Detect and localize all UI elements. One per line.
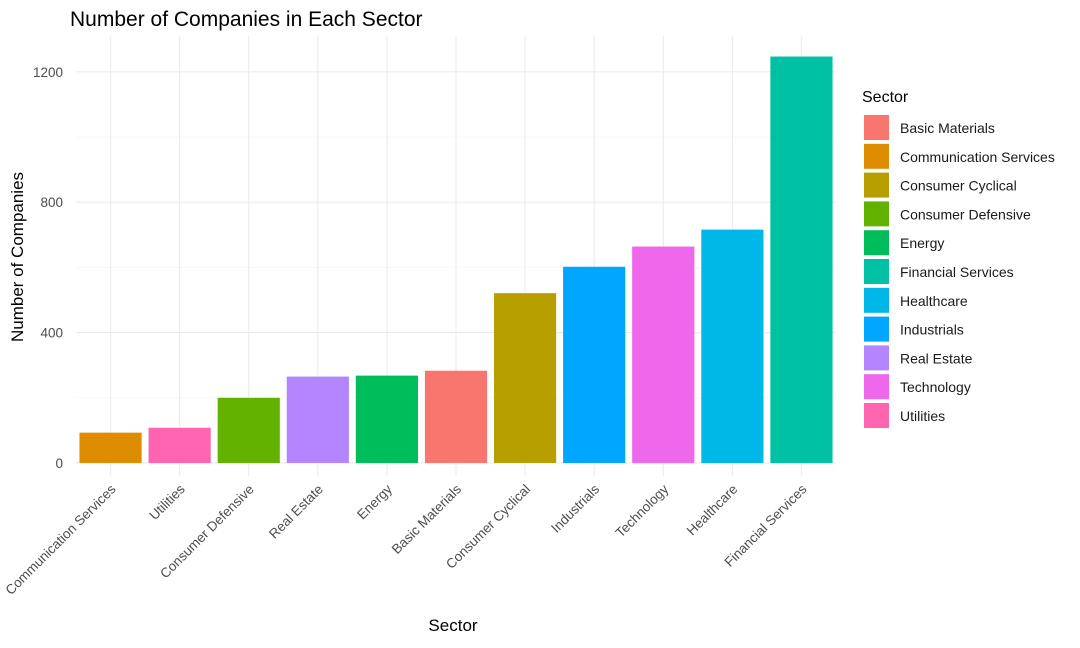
- bar: [494, 293, 557, 463]
- bar: [79, 432, 142, 463]
- legend-label: Communication Services: [900, 149, 1055, 165]
- x-tick-label: Industrials: [548, 481, 602, 535]
- legend-label: Energy: [900, 235, 944, 251]
- x-tick-labels: Communication Services UtilitiesConsumer …: [2, 481, 809, 597]
- legend-swatch: [864, 201, 889, 227]
- legend-swatch: [864, 374, 889, 400]
- bar: [632, 246, 695, 463]
- legend-label: Technology: [900, 379, 971, 395]
- y-tick-label: 800: [40, 195, 63, 210]
- legend-swatch: [864, 345, 889, 371]
- legend-label: Healthcare: [900, 293, 968, 309]
- x-tick-label: Energy: [354, 481, 395, 522]
- legend-items: Basic Materials Communication Services Con…: [864, 115, 1055, 428]
- legend-swatch: [864, 259, 889, 284]
- legend-label: Real Estate: [900, 350, 973, 366]
- legend-swatch: [864, 403, 889, 428]
- x-tick-label: Utilities: [146, 481, 188, 523]
- legend-swatch: [864, 316, 889, 342]
- legend-label: Consumer Cyclical: [900, 178, 1017, 194]
- y-tick-label: 0: [55, 456, 63, 471]
- bars-layer: [79, 56, 833, 463]
- legend: Sector Basic Materials Communication Serv…: [862, 89, 1055, 428]
- bar: [355, 375, 418, 463]
- legend-swatch: [864, 115, 889, 140]
- legend-label: Financial Services: [900, 264, 1014, 280]
- y-tick-label: 400: [40, 326, 63, 341]
- y-tick-labels: 0 400 800 1200: [33, 65, 63, 471]
- bar: [563, 266, 626, 463]
- legend-label: Basic Materials: [900, 120, 995, 136]
- bar: [770, 56, 833, 463]
- x-tick-label: Real Estate: [266, 482, 326, 542]
- legend-title: Sector: [862, 89, 909, 106]
- x-tick-label: Healthcare: [684, 482, 741, 539]
- x-axis-title: Sector: [428, 616, 477, 635]
- legend-label: Industrials: [900, 322, 964, 338]
- legend-swatch: [864, 287, 889, 313]
- x-tick-label: Technology: [612, 481, 671, 540]
- chart-title: Number of Companies in Each Sector: [70, 8, 423, 31]
- y-axis-title: Number of Companies: [8, 172, 27, 342]
- x-tick-label: Basic Materials: [389, 481, 465, 557]
- legend-swatch: [864, 230, 889, 256]
- x-tick-label: Communication Services: [2, 481, 118, 597]
- bar: [701, 229, 764, 463]
- bar: [286, 376, 349, 463]
- y-tick-label: 1200: [33, 65, 63, 80]
- legend-label: Utilities: [900, 408, 945, 424]
- legend-swatch: [864, 172, 889, 198]
- bar: [148, 427, 211, 463]
- bar: [217, 397, 280, 463]
- legend-label: Consumer Defensive: [900, 206, 1031, 222]
- legend-swatch: [864, 143, 889, 169]
- bar: [424, 370, 488, 463]
